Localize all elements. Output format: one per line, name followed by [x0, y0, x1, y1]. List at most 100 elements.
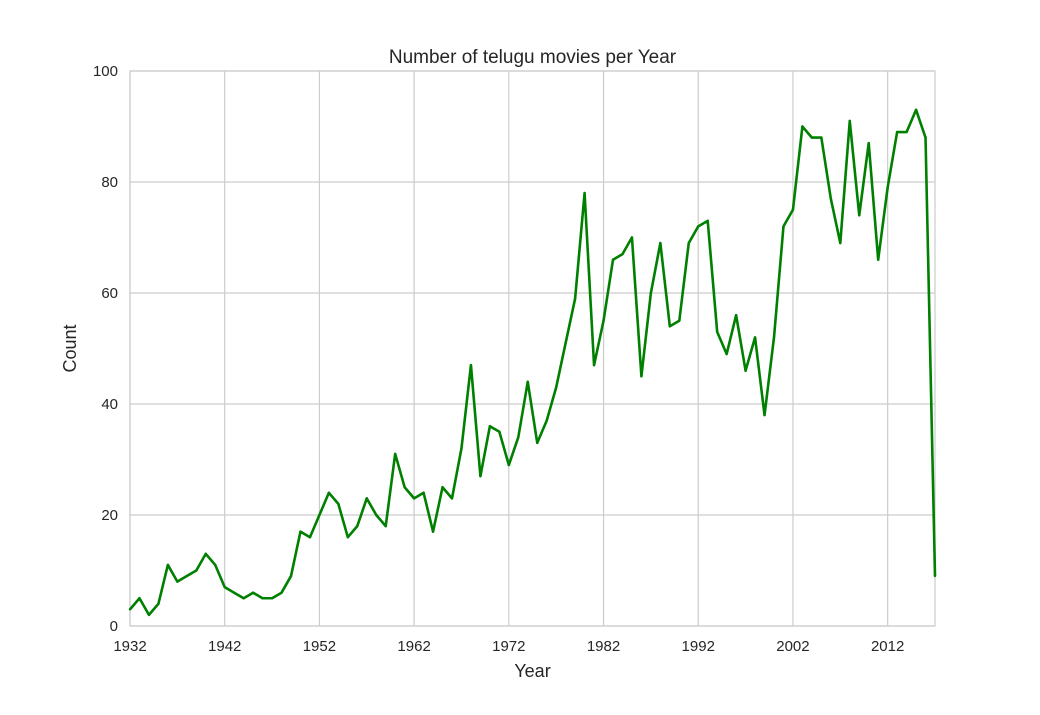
- data-point: [602, 319, 605, 322]
- data-point: [488, 425, 492, 428]
- data-point: [715, 330, 719, 334]
- data-point: [138, 597, 141, 600]
- data-point: [697, 225, 700, 228]
- series-layer: [128, 108, 937, 617]
- y-axis-title: Count: [60, 324, 80, 372]
- data-point: [460, 447, 463, 450]
- data-point: [479, 474, 482, 478]
- data-point: [839, 241, 842, 245]
- data-point: [441, 486, 444, 489]
- data-point: [403, 486, 406, 489]
- data-point: [763, 413, 766, 417]
- x-tick-label: 1942: [208, 638, 241, 655]
- y-tick-label: 40: [101, 396, 118, 413]
- data-point: [810, 136, 814, 139]
- data-point: [867, 141, 870, 145]
- data-point: [384, 524, 387, 528]
- data-point: [526, 380, 529, 383]
- data-point: [801, 125, 804, 128]
- data-point: [554, 386, 558, 389]
- data-point: [166, 563, 170, 567]
- data-point: [431, 530, 435, 533]
- y-tick-label: 100: [93, 63, 118, 80]
- data-point: [128, 608, 132, 611]
- data-point: [318, 513, 321, 517]
- data-point: [611, 258, 615, 261]
- data-point: [242, 597, 245, 600]
- data-point: [876, 258, 880, 261]
- data-point: [422, 491, 425, 494]
- data-point: [564, 341, 567, 345]
- data-point: [725, 352, 728, 356]
- data-point: [393, 452, 397, 456]
- data-point: [914, 108, 918, 112]
- data-point: [232, 591, 236, 594]
- plot-frame: [129, 70, 936, 627]
- data-point: [365, 497, 368, 500]
- data-point: [905, 130, 908, 134]
- data-point: [195, 569, 198, 572]
- data-point: [337, 502, 340, 506]
- data-point: [498, 430, 501, 433]
- tick-labels: 1932 1942 1952 1962 1972 1982 1992 2002 2012 0 20 4…: [93, 63, 904, 655]
- data-point: [659, 241, 662, 245]
- data-point: [251, 591, 255, 594]
- data-point: [223, 585, 226, 589]
- data-point: [280, 591, 283, 594]
- y-tick-label: 0: [110, 618, 118, 635]
- series-line: [129, 108, 937, 617]
- data-point: [204, 552, 207, 556]
- data-point: [147, 613, 151, 617]
- x-tick-label: 1962: [397, 638, 430, 655]
- data-point: [753, 336, 757, 339]
- grid: [129, 70, 935, 627]
- data-point: [545, 419, 548, 422]
- data-point: [744, 369, 747, 372]
- data-point: [450, 497, 454, 500]
- chart-title: Number of telugu movies per Year: [389, 47, 677, 68]
- data-point: [734, 314, 738, 317]
- data-point: [895, 130, 899, 134]
- data-point: [687, 241, 690, 245]
- data-point: [924, 136, 927, 139]
- data-point: [299, 530, 302, 533]
- data-point: [261, 597, 264, 600]
- x-tick-label: 1952: [303, 638, 336, 655]
- data-point: [157, 602, 160, 605]
- data-point: [640, 375, 643, 378]
- data-point: [327, 491, 331, 494]
- data-point: [356, 524, 359, 528]
- y-tick-label: 80: [101, 174, 118, 191]
- data-point: [583, 191, 586, 195]
- x-tick-label: 2012: [871, 638, 904, 655]
- data-point: [886, 186, 889, 189]
- data-point: [270, 597, 274, 600]
- data-point: [507, 463, 511, 467]
- data-point: [649, 291, 653, 295]
- x-tick-label: 2002: [776, 638, 809, 655]
- data-point: [214, 563, 217, 567]
- data-point: [289, 574, 293, 578]
- data-point: [176, 580, 179, 583]
- data-point: [848, 119, 851, 123]
- data-point: [630, 236, 634, 239]
- data-point: [573, 297, 577, 300]
- data-point: [185, 574, 189, 578]
- data-point: [668, 325, 672, 328]
- data-point: [858, 214, 861, 217]
- x-axis-title: Year: [514, 661, 550, 681]
- data-point: [782, 225, 785, 228]
- data-point: [678, 319, 681, 322]
- y-tick-label: 60: [101, 285, 118, 302]
- x-tick-label: 1972: [492, 638, 525, 655]
- y-tick-label: 20: [101, 507, 118, 524]
- x-tick-label: 1982: [587, 638, 620, 655]
- data-point: [621, 252, 624, 256]
- data-point: [469, 363, 473, 367]
- data-point: [517, 436, 520, 439]
- data-point: [308, 536, 312, 539]
- data-point: [933, 574, 937, 578]
- data-point: [791, 208, 795, 211]
